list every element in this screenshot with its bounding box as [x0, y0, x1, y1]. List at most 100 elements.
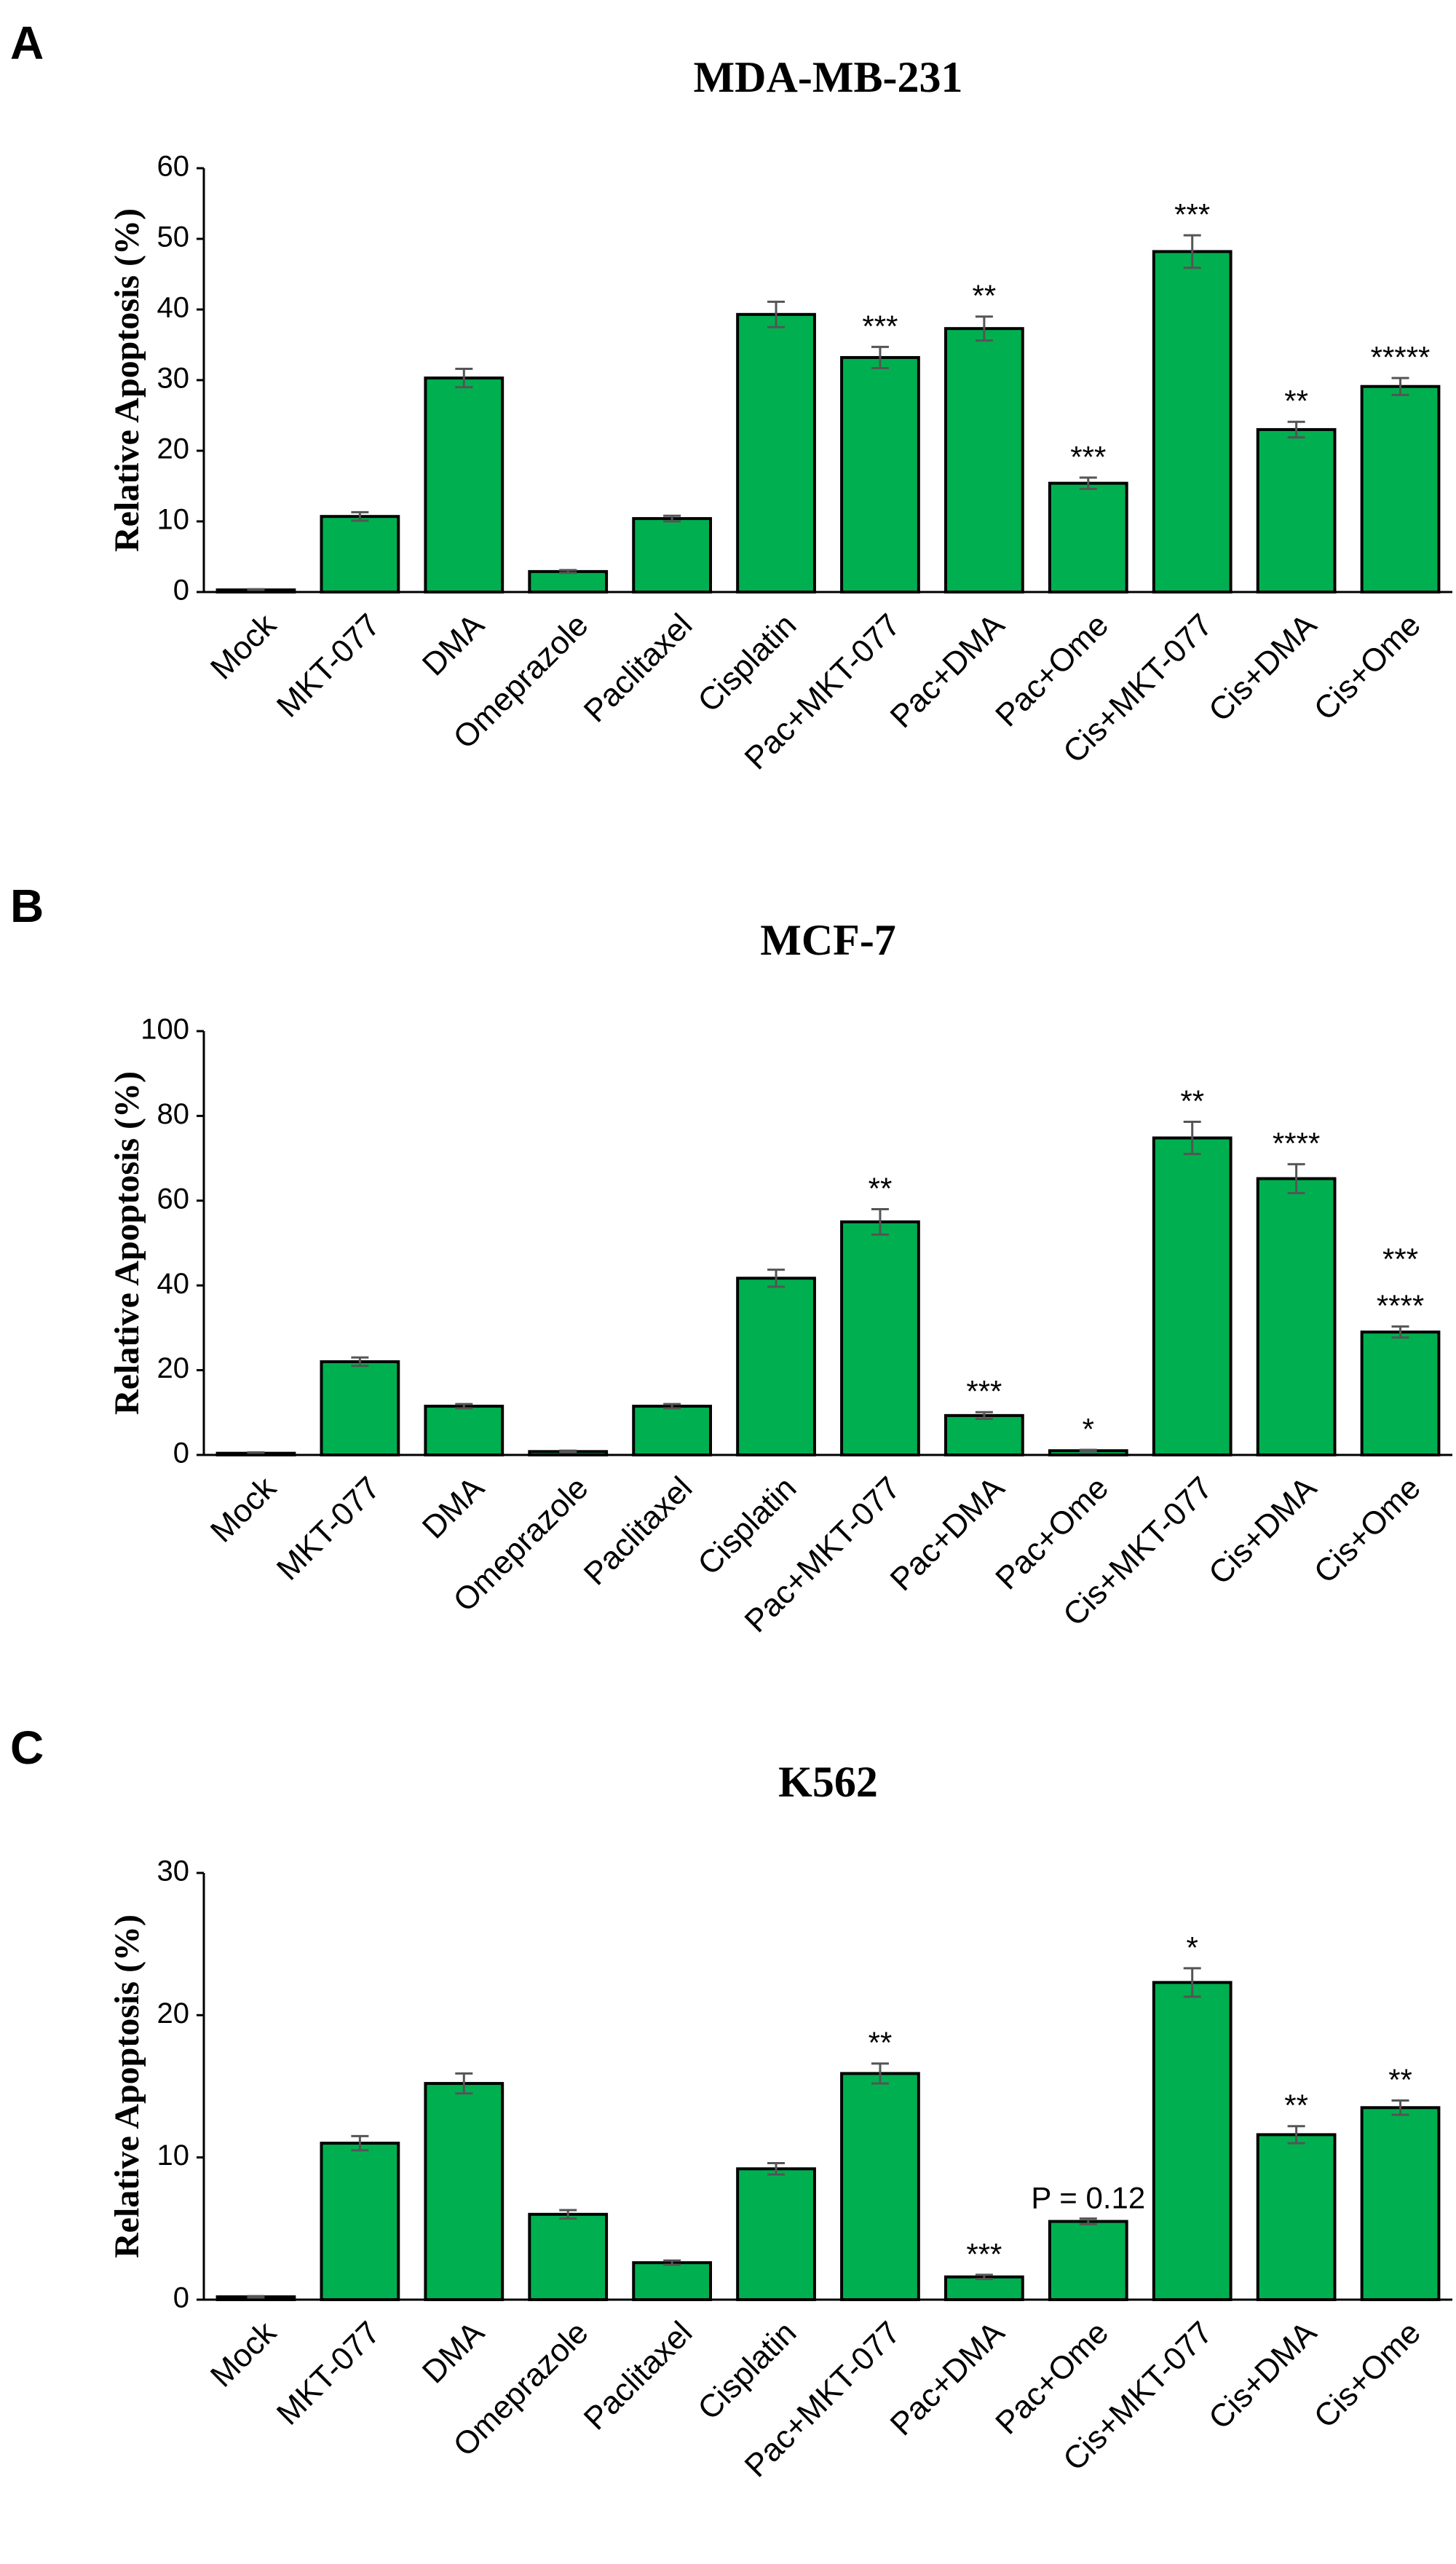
x-tick-label: MKT-077: [270, 2315, 387, 2432]
y-tick-label: 40: [157, 1268, 190, 1300]
y-tick-label: 20: [157, 1997, 190, 2029]
significance-label: P = 0.12: [1031, 2181, 1145, 2215]
error-bar: [767, 300, 786, 328]
x-tick-label: Pac+DMA: [884, 607, 1012, 735]
error-bar: [1183, 234, 1201, 269]
error-bar: [1079, 476, 1097, 490]
error-bar: [871, 2062, 889, 2085]
x-tick-label: Cis+Ome: [1307, 1470, 1428, 1590]
y-tick-label: 80: [157, 1098, 190, 1130]
x-tick-label: Mock: [204, 1470, 284, 1550]
bar: [424, 1405, 505, 1456]
error-bar: [663, 1403, 681, 1410]
significance-label: **: [869, 1171, 893, 1205]
x-tick-label: Cis+DMA: [1202, 1470, 1324, 1591]
x-tick-label: Cis+DMA: [1202, 607, 1324, 728]
bar: [1360, 384, 1441, 593]
bar: [320, 515, 400, 594]
error-bar: [1391, 1325, 1409, 1339]
y-tick-label: 0: [173, 2282, 189, 2314]
bar: [528, 2212, 609, 2302]
bar: [424, 376, 505, 594]
error-bar: [975, 315, 993, 342]
error-bar: [1287, 1163, 1305, 1194]
y-tick-label: 20: [157, 433, 190, 465]
bar: [1048, 2220, 1128, 2301]
significance-label: ****: [1273, 1127, 1320, 1161]
x-tick-label: DMA: [416, 2314, 491, 2390]
chart-title: MCF-7: [760, 916, 896, 964]
panel-label: B: [10, 880, 44, 932]
significance-label: **: [1388, 2063, 1412, 2097]
significance-label: ****: [1377, 1289, 1424, 1323]
error-bar: [1079, 2217, 1097, 2225]
significance-label: ***: [966, 2237, 1002, 2271]
significance-label: ***: [1174, 197, 1210, 232]
y-tick-label: 40: [157, 292, 190, 324]
error-bar: [1183, 1967, 1201, 1998]
y-tick-label: 30: [157, 1855, 190, 1888]
y-tick-label: 60: [157, 151, 190, 183]
bar: [320, 2142, 400, 2301]
error-bar: [767, 1269, 786, 1288]
x-tick-label: Paclitaxel: [577, 607, 700, 730]
bar: [632, 2261, 713, 2302]
error-bar: [455, 1403, 473, 1410]
significance-label: ***: [966, 1374, 1002, 1408]
error-bar: [455, 2072, 473, 2095]
y-tick-label: 50: [157, 221, 190, 253]
bar: [1360, 2106, 1441, 2302]
bar: [1152, 1981, 1233, 2302]
x-tick-label: DMA: [416, 607, 491, 682]
x-tick-label: Mock: [204, 2314, 284, 2394]
significance-label: ***: [1382, 1242, 1418, 1277]
error-bar: [351, 1356, 369, 1368]
bar: [736, 1277, 816, 1457]
significance-label: ***: [1070, 440, 1106, 474]
bar: [1256, 2133, 1337, 2301]
chart-title: MDA-MB-231: [694, 53, 963, 101]
x-tick-label: Paclitaxel: [577, 2315, 700, 2437]
y-axis-label: Relative Apoptosis (%): [108, 208, 146, 552]
error-bar: [1391, 2099, 1409, 2116]
error-bar: [351, 2134, 369, 2152]
bar: [1360, 1330, 1441, 1456]
y-tick-label: 30: [157, 363, 190, 395]
x-tick-label: Cis+Ome: [1307, 607, 1428, 727]
significance-label: **: [1284, 384, 1308, 418]
significance-label: ***: [862, 309, 898, 343]
error-bar: [975, 1411, 993, 1421]
significance-label: **: [1180, 1084, 1204, 1119]
bar: [736, 2167, 816, 2301]
error-bar: [247, 588, 265, 592]
bar: [528, 569, 609, 593]
y-axis-label: Relative Apoptosis (%): [108, 1914, 146, 2258]
error-bar: [1287, 420, 1305, 439]
error-bar: [767, 2161, 786, 2176]
significance-label: *: [1083, 1412, 1094, 1446]
x-tick-label: Pac+DMA: [884, 2314, 1012, 2442]
y-axis-label: Relative Apoptosis (%): [108, 1071, 146, 1415]
bar: [943, 2275, 1024, 2301]
bar: [1152, 250, 1233, 593]
significance-label: **: [973, 279, 997, 313]
error-bar: [247, 2295, 265, 2299]
bar: [424, 2082, 505, 2301]
panel-label: A: [10, 17, 44, 69]
bar: [632, 517, 713, 593]
significance-label: **: [1284, 2088, 1308, 2123]
bar: [1048, 481, 1128, 593]
chart-title: K562: [778, 1758, 878, 1806]
y-tick-label: 0: [173, 575, 189, 607]
y-tick-label: 100: [141, 1014, 189, 1046]
error-bar: [455, 367, 473, 389]
error-bar: [871, 1207, 889, 1236]
bar: [840, 2072, 920, 2301]
error-bar: [1183, 1121, 1201, 1156]
error-bar: [247, 1451, 265, 1456]
error-bar: [1391, 376, 1409, 396]
y-tick-label: 0: [173, 1437, 189, 1470]
x-tick-label: Cis+DMA: [1202, 2314, 1324, 2436]
panel-label: C: [10, 1721, 44, 1774]
